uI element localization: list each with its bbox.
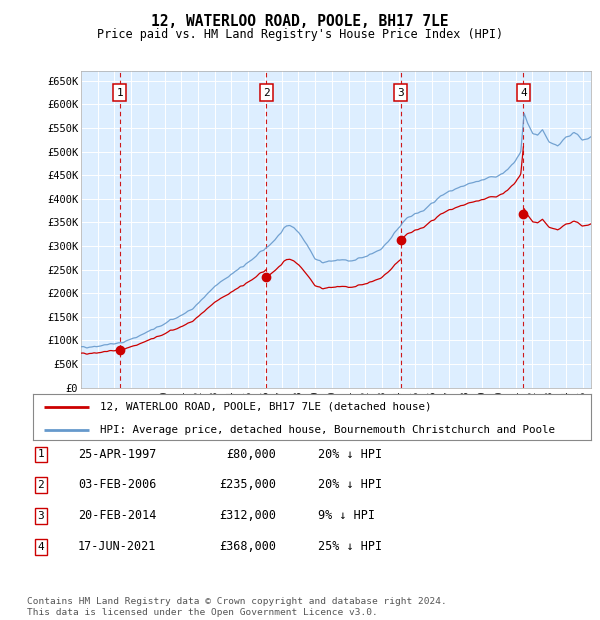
Text: 4: 4 <box>520 87 527 97</box>
Text: 9% ↓ HPI: 9% ↓ HPI <box>318 510 375 522</box>
Text: Contains HM Land Registry data © Crown copyright and database right 2024.
This d: Contains HM Land Registry data © Crown c… <box>27 598 447 617</box>
Text: 25% ↓ HPI: 25% ↓ HPI <box>318 541 382 553</box>
Text: 03-FEB-2006: 03-FEB-2006 <box>78 479 157 491</box>
Text: 2: 2 <box>263 87 270 97</box>
Text: 3: 3 <box>37 511 44 521</box>
Text: 12, WATERLOO ROAD, POOLE, BH17 7LE (detached house): 12, WATERLOO ROAD, POOLE, BH17 7LE (deta… <box>100 402 431 412</box>
Text: £80,000: £80,000 <box>226 448 276 461</box>
Text: 25-APR-1997: 25-APR-1997 <box>78 448 157 461</box>
Text: 2: 2 <box>37 480 44 490</box>
Text: 1: 1 <box>37 450 44 459</box>
Text: HPI: Average price, detached house, Bournemouth Christchurch and Poole: HPI: Average price, detached house, Bour… <box>100 425 555 435</box>
Text: Price paid vs. HM Land Registry's House Price Index (HPI): Price paid vs. HM Land Registry's House … <box>97 28 503 41</box>
Text: £235,000: £235,000 <box>219 479 276 491</box>
Text: 20% ↓ HPI: 20% ↓ HPI <box>318 479 382 491</box>
Text: 1: 1 <box>116 87 123 97</box>
Text: 20% ↓ HPI: 20% ↓ HPI <box>318 448 382 461</box>
Text: 17-JUN-2021: 17-JUN-2021 <box>78 541 157 553</box>
Text: £368,000: £368,000 <box>219 541 276 553</box>
Text: £312,000: £312,000 <box>219 510 276 522</box>
Text: 4: 4 <box>37 542 44 552</box>
Text: 20-FEB-2014: 20-FEB-2014 <box>78 510 157 522</box>
Text: 12, WATERLOO ROAD, POOLE, BH17 7LE: 12, WATERLOO ROAD, POOLE, BH17 7LE <box>151 14 449 29</box>
Text: 3: 3 <box>398 87 404 97</box>
